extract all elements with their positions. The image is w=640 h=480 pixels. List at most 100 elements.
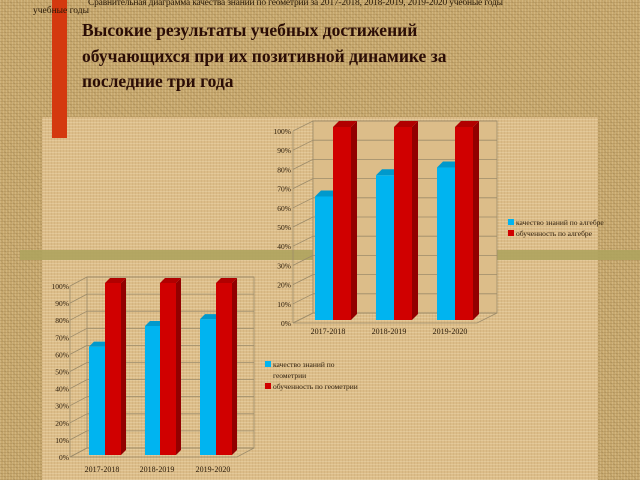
gridline-side: [69, 310, 88, 321]
bar-front: [394, 127, 412, 320]
y-tick-label: 100%: [52, 282, 70, 291]
chart-algebra: 0% 10% 20% 30% 40% 50% 60% 70% 80% 90% 100% 2017-20…: [274, 120, 498, 336]
x-category-label: 2019-2020: [433, 327, 468, 336]
bar-top: [333, 121, 357, 127]
bar-top: [216, 278, 237, 283]
legend-swatch-red: [508, 230, 514, 236]
legend-label: качество знаний по алгебре: [516, 218, 604, 227]
y-tick-label: 10%: [277, 300, 291, 309]
y-tick-label: 60%: [277, 204, 291, 213]
bar-2018-2019-1: [394, 121, 418, 320]
y-tick-label: 80%: [55, 316, 69, 325]
y-tick-label: 90%: [55, 299, 69, 308]
bar-side: [121, 278, 126, 455]
bar-top: [105, 278, 126, 283]
bar-front: [200, 319, 216, 455]
x-category-label: 2017-2018: [311, 327, 346, 336]
bar-side: [351, 121, 357, 320]
legend-swatch-red: [265, 383, 271, 389]
legend-label: обученность по геометрии: [273, 382, 358, 391]
bar-front: [145, 326, 161, 455]
bar-front: [333, 127, 351, 320]
gridline-side: [69, 327, 88, 338]
y-tick-label: 20%: [277, 281, 291, 290]
y-tick-label: 30%: [277, 261, 291, 270]
bar-side: [176, 278, 181, 455]
gridline-side: [292, 235, 314, 247]
gridline-side: [292, 139, 314, 151]
gridline-side: [69, 293, 88, 304]
bar-side: [232, 278, 237, 455]
gridline-side: [292, 312, 314, 324]
slide-caption-overflow: учебные годы: [33, 6, 89, 16]
legend-swatch-cyan: [265, 361, 271, 367]
legend-item-quality-geometry: качество знаний по геометрии: [265, 359, 365, 381]
title-line-2: обучающихся при их позитивной динамике з…: [82, 45, 447, 66]
gridline-side: [292, 197, 314, 209]
legend-item-quality-algebra: качество знаний по алгебре: [508, 217, 604, 228]
chart-geometry: 0% 10% 20% 30% 40% 50% 60% 70% 80% 90% 100% 2017-20…: [52, 276, 255, 474]
y-tick-label: 60%: [55, 350, 69, 359]
bar-2018-2019-1: [160, 278, 181, 455]
title-line-1: Высокие результаты учебных достижений: [82, 20, 418, 40]
y-tick-label: 40%: [55, 385, 69, 394]
bar-front: [105, 283, 121, 455]
y-tick-label: 80%: [277, 165, 291, 174]
gridline-side: [69, 362, 88, 372]
bar-side: [473, 121, 479, 320]
x-category-label: 2018-2019: [372, 327, 407, 336]
bar-front: [455, 127, 473, 320]
x-category-label: 2017-2018: [85, 465, 120, 474]
y-tick-label: 10%: [55, 436, 69, 445]
y-tick-label: 50%: [277, 223, 291, 232]
y-tick-label: 30%: [55, 402, 69, 411]
slide-title: Высокие результаты учебных достижений об…: [82, 18, 446, 95]
gridline-side: [69, 413, 88, 424]
bar-front: [437, 167, 455, 320]
legend-item-learning-geometry: обученность по геометрии: [265, 381, 365, 392]
bar-top: [200, 314, 221, 320]
slide-caption: Сравнительная диаграмма качества знаний …: [88, 0, 503, 8]
y-tick-label: 0%: [59, 453, 69, 462]
accent-bar: [52, 0, 67, 138]
bar-2017-2018-1: [105, 278, 126, 455]
gridline-side: [292, 216, 314, 228]
gridline-side: [292, 274, 314, 285]
gridline-side: [292, 120, 314, 132]
legend-label: обученность по алгебре: [516, 229, 592, 238]
bar-top: [394, 121, 418, 127]
gridline-side: [69, 276, 88, 287]
legend-label: качество знаний по геометрии: [273, 360, 335, 380]
gridline-side: [292, 293, 314, 305]
title-line-3: последние три года: [82, 71, 234, 91]
legend-item-learning-algebra: обученность по алгебре: [508, 228, 604, 239]
gridline-side: [69, 379, 88, 389]
bar-front: [376, 175, 394, 320]
gridline-side: [69, 345, 88, 355]
bar-2019-2020-1: [455, 121, 479, 320]
x-category-label: 2019-2020: [196, 465, 231, 474]
bar-front: [89, 346, 105, 455]
gridline-side: [69, 430, 88, 441]
bar-top: [160, 278, 181, 283]
bar-2019-2020-1: [216, 278, 237, 455]
gridline-side: [69, 396, 88, 407]
gridline-side: [292, 178, 314, 189]
legend-swatch-cyan: [508, 219, 514, 225]
y-tick-label: 90%: [277, 146, 291, 155]
gridline-side: [69, 447, 88, 458]
gridline-side: [292, 255, 314, 266]
y-tick-label: 70%: [277, 185, 291, 194]
y-tick-label: 50%: [55, 368, 69, 377]
y-tick-label: 40%: [277, 242, 291, 251]
x-category-label: 2018-2019: [140, 465, 175, 474]
gridline-side: [292, 159, 314, 170]
y-tick-label: 70%: [55, 333, 69, 342]
y-tick-label: 100%: [274, 127, 292, 136]
bar-front: [315, 196, 333, 320]
legend-geometry: качество знаний по геометрии обученность…: [265, 359, 365, 392]
bar-front: [216, 283, 232, 455]
bar-top: [89, 341, 110, 347]
bar-side: [412, 121, 418, 320]
bar-top: [455, 121, 479, 127]
